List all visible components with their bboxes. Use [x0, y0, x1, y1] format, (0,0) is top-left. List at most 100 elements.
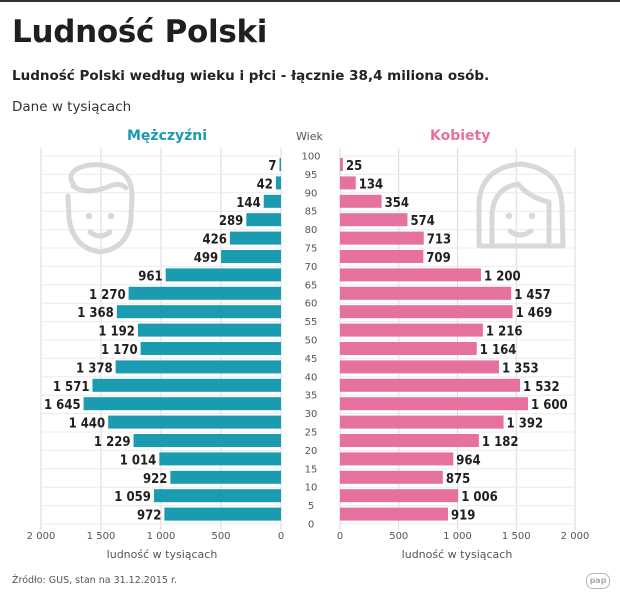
- male-value-label: 972: [137, 509, 161, 524]
- age-tick-label: 55: [305, 317, 318, 328]
- age-axis-label: Wiek: [296, 130, 323, 143]
- male-value-label: 1 440: [69, 417, 106, 432]
- male-data-labels: 7 42 144 289 426 499 961 1 270 1 368 1 192 1 170 1 …: [44, 159, 277, 524]
- male-bar: [164, 507, 281, 521]
- x-tick-label-right: 500: [389, 531, 408, 542]
- female-bar: [340, 268, 481, 282]
- female-series: [340, 158, 528, 521]
- male-bar: [275, 176, 281, 190]
- male-value-label: 922: [143, 472, 167, 487]
- female-bar: [340, 213, 408, 227]
- age-tick-label: 10: [305, 483, 318, 494]
- chart-title: Ludność Polski: [12, 14, 268, 50]
- male-bar: [128, 286, 281, 300]
- legend-female: Kobiety: [430, 128, 491, 144]
- male-value-label: 1 014: [120, 453, 157, 468]
- female-value-label: 1 164: [480, 343, 517, 358]
- female-value-label: 1 457: [514, 288, 551, 303]
- age-tick-label: 25: [305, 428, 318, 439]
- male-bar: [263, 194, 281, 208]
- male-bar: [140, 342, 281, 355]
- female-value-label: 354: [385, 196, 409, 211]
- male-value-label: 144: [236, 196, 260, 211]
- female-value-label: 875: [446, 472, 470, 487]
- female-value-label: 574: [410, 214, 434, 229]
- female-bar: [340, 470, 443, 484]
- age-tick-label: 45: [305, 354, 318, 365]
- male-value-label: 1 229: [94, 435, 131, 450]
- female-bar: [340, 378, 521, 392]
- age-tick-label: 50: [305, 336, 318, 347]
- age-tick-label: 85: [305, 207, 318, 218]
- x-tick-label-left: 500: [211, 531, 230, 542]
- age-tick-label: 20: [305, 446, 318, 457]
- male-bar: [165, 268, 281, 282]
- male-series: [83, 158, 281, 521]
- male-bar: [137, 323, 281, 337]
- male-value-label: 1 571: [53, 380, 90, 395]
- female-bar: [340, 452, 454, 466]
- age-tick-label: 75: [305, 244, 318, 255]
- male-bar: [229, 231, 281, 245]
- male-bar: [115, 360, 281, 374]
- male-value-label: 7: [268, 159, 276, 174]
- male-bar: [108, 415, 281, 429]
- male-bar: [133, 434, 281, 447]
- age-tick-label: 60: [305, 299, 318, 310]
- female-bar: [340, 415, 504, 429]
- x-tick-label-left: 1 500: [87, 531, 116, 542]
- x-tick-label-left: 0: [278, 531, 284, 542]
- female-bar: [340, 489, 459, 503]
- age-tick-label: 0: [308, 520, 314, 531]
- age-tick-label: 15: [305, 464, 318, 475]
- male-value-label: 1 378: [76, 361, 113, 376]
- female-bar: [340, 176, 356, 190]
- female-bar: [340, 397, 528, 411]
- chart-subtitle: Ludność Polski według wieku i płci - łąc…: [12, 68, 490, 84]
- female-value-label: 134: [359, 177, 383, 192]
- female-value-label: 25: [346, 159, 362, 174]
- legend-male: Mężczyźni: [127, 128, 208, 144]
- female-bar: [340, 305, 513, 319]
- x-tick-label-right: 2 000: [561, 531, 590, 542]
- male-value-label: 1 059: [114, 490, 151, 505]
- age-tick-label: 5: [308, 501, 314, 512]
- x-axis-ticks: 0 0 500 500 1 000 1 000 1 500 1 500 2 000 2 000: [27, 531, 590, 542]
- male-value-label: 289: [219, 214, 243, 229]
- male-bar: [116, 305, 281, 319]
- female-bar: [340, 194, 382, 208]
- female-bar: [340, 434, 479, 447]
- female-value-label: 964: [456, 453, 480, 468]
- age-tick-label: 40: [305, 372, 318, 383]
- x-axis-label-left: ludność w tysiącach: [107, 548, 218, 561]
- x-tick-label-right: 0: [337, 531, 343, 542]
- female-value-label: 1 200: [484, 269, 521, 284]
- female-bar: [340, 360, 499, 374]
- female-bar: [340, 158, 343, 171]
- female-value-label: 1 469: [516, 306, 553, 321]
- female-value-label: 1 353: [502, 361, 539, 376]
- female-bar: [340, 250, 424, 263]
- x-tick-label-right: 1 000: [443, 531, 472, 542]
- female-bar: [340, 342, 477, 355]
- male-value-label: 426: [202, 233, 226, 248]
- x-tick-label-left: 2 000: [27, 531, 56, 542]
- age-tick-label: 90: [305, 188, 318, 199]
- age-tick-labels: 1009590858075706560555045403530252015105…: [301, 152, 320, 531]
- male-bar: [279, 158, 281, 171]
- female-bar: [340, 323, 483, 337]
- female-value-label: 1 006: [461, 490, 498, 505]
- male-bar: [246, 213, 281, 227]
- female-bar: [340, 286, 512, 300]
- male-bar: [159, 452, 281, 466]
- female-bar: [340, 507, 448, 521]
- age-tick-label: 30: [305, 409, 318, 420]
- unit-note: Dane w tysiącach: [12, 99, 132, 115]
- male-bar: [170, 470, 281, 484]
- female-face-icon: [476, 161, 566, 249]
- source-note: Źródło: GUS, stan na 31.12.2015 r.: [12, 575, 178, 586]
- age-tick-label: 80: [305, 225, 318, 236]
- male-value-label: 1 270: [89, 288, 126, 303]
